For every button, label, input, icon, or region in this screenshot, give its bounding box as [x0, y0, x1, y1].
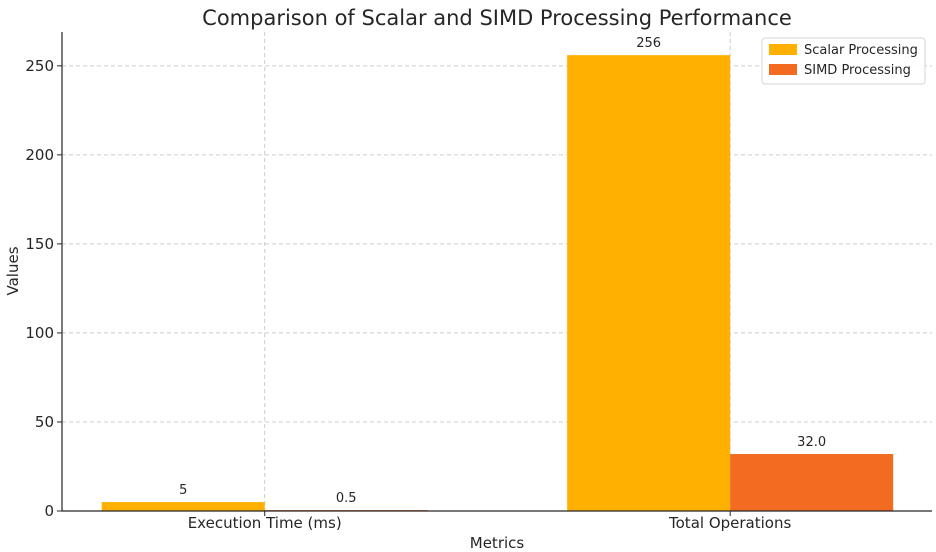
legend-label: SIMD Processing — [804, 63, 911, 78]
data-label: 32.0 — [797, 435, 826, 450]
legend-swatch — [769, 44, 797, 55]
y-axis-label: Values — [4, 246, 22, 295]
legend-box — [761, 37, 926, 85]
data-label: 5 — [179, 483, 187, 498]
data-label: 256 — [636, 36, 661, 51]
bars — [101, 55, 894, 512]
axes — [57, 32, 932, 516]
x-tick-label: Execution Time (ms) — [188, 514, 342, 532]
bar — [567, 55, 731, 512]
y-tick-label: 150 — [25, 235, 54, 253]
chart-title: Comparison of Scalar and SIMD Processing… — [202, 6, 792, 30]
y-tick-label: 0 — [44, 502, 54, 520]
data-label: 0.5 — [336, 491, 357, 506]
x-tick-label: Total Operations — [668, 514, 791, 532]
bar — [730, 454, 894, 511]
y-tick-label: 200 — [25, 146, 54, 164]
y-tick-label: 100 — [25, 324, 54, 342]
y-tick-label: 50 — [35, 413, 54, 431]
y-tick-label: 250 — [25, 57, 54, 75]
data-labels: 5 256 0.5 32.0 — [179, 36, 826, 506]
legend: Scalar Processing SIMD Processing — [761, 37, 926, 85]
legend-swatch — [769, 64, 797, 75]
bar — [101, 502, 265, 511]
x-axis-label: Metrics — [470, 534, 525, 552]
legend-label: Scalar Processing — [804, 43, 918, 58]
tick-labels: 0 50 100 150 200 250 Execution Time (ms) Total … — [25, 57, 791, 532]
